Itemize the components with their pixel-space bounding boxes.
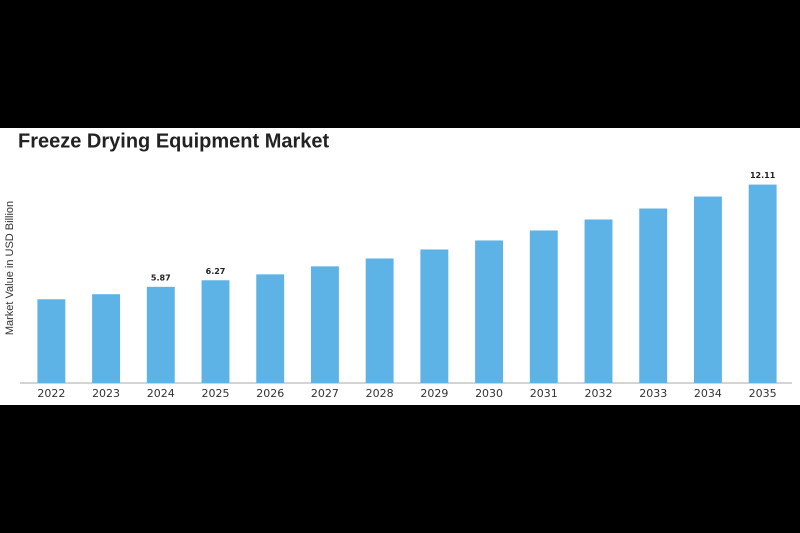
x-tick-label: 2031 bbox=[530, 387, 558, 400]
bar bbox=[37, 299, 66, 383]
x-tick-label: 2030 bbox=[475, 387, 503, 400]
bar bbox=[256, 274, 285, 383]
x-tick-label: 2022 bbox=[37, 387, 65, 400]
bar bbox=[310, 266, 339, 383]
x-tick-label: 2032 bbox=[585, 387, 613, 400]
x-tick-label: 2027 bbox=[311, 387, 339, 400]
data-label: 5.87 bbox=[151, 273, 171, 282]
bar bbox=[201, 280, 230, 383]
x-tick-label: 2034 bbox=[694, 387, 722, 400]
x-tick-label: 2028 bbox=[366, 387, 394, 400]
x-tick-label: 2024 bbox=[147, 387, 175, 400]
bar bbox=[92, 294, 121, 383]
bar bbox=[365, 258, 394, 383]
x-tick-label: 2026 bbox=[256, 387, 284, 400]
data-label: 12.11 bbox=[750, 171, 776, 180]
x-tick-label: 2025 bbox=[202, 387, 230, 400]
data-label: 6.27 bbox=[206, 267, 226, 276]
bar bbox=[693, 196, 722, 383]
x-tick-label: 2023 bbox=[92, 387, 120, 400]
x-tick-label: 2029 bbox=[420, 387, 448, 400]
bar bbox=[639, 208, 668, 383]
x-tick-label: 2035 bbox=[749, 387, 777, 400]
bar bbox=[146, 286, 175, 383]
bar bbox=[584, 219, 613, 383]
bar bbox=[529, 230, 558, 383]
x-tick-label: 2033 bbox=[639, 387, 667, 400]
chart-title: Freeze Drying Equipment Market bbox=[18, 130, 330, 152]
bar bbox=[475, 240, 504, 383]
bar bbox=[748, 184, 777, 383]
bar bbox=[420, 249, 449, 383]
y-axis-label: Market Value in USD Billion bbox=[4, 201, 16, 335]
